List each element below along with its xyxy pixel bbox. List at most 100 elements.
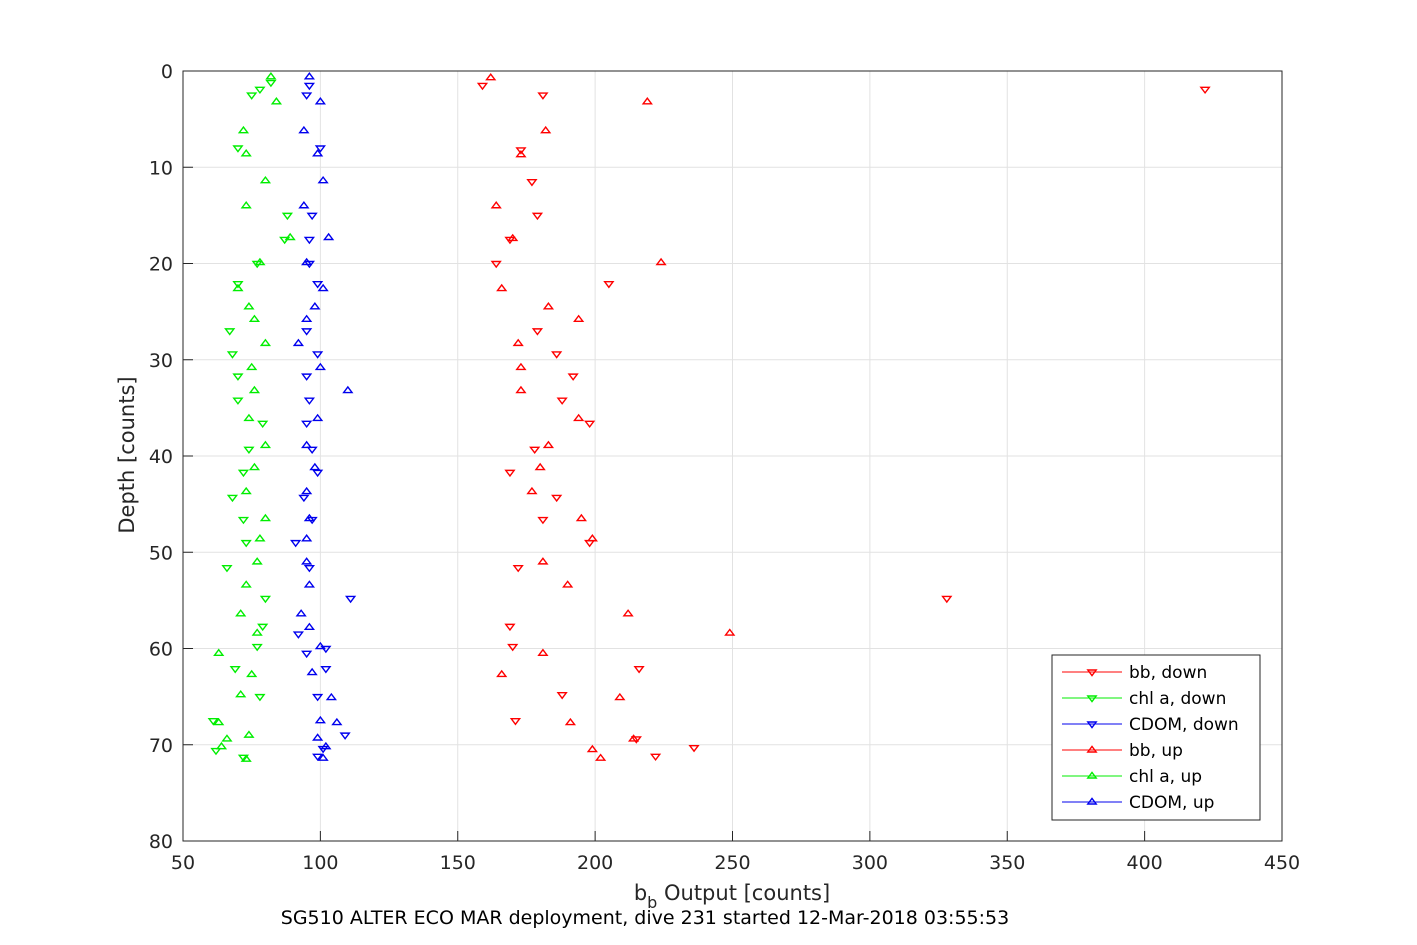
data-point (237, 469, 250, 478)
data-point (295, 609, 307, 617)
data-point (312, 351, 324, 359)
data-point (232, 145, 244, 153)
data-point (265, 72, 277, 80)
data-point (292, 338, 304, 347)
data-point (301, 92, 313, 100)
data-point (531, 328, 544, 336)
data-point (537, 92, 549, 100)
data-point (292, 631, 304, 639)
data-point (257, 623, 269, 632)
data-point (542, 440, 555, 449)
data-point (301, 314, 313, 323)
axis-ticks: 50 100 150 200 250 300 350 400 450 0 10 20 30 40 50 60 7… (149, 61, 1300, 874)
data-point (232, 281, 244, 289)
data-point (303, 397, 315, 405)
data-point (301, 257, 313, 266)
data-point (215, 741, 228, 750)
data-point (259, 513, 272, 522)
data-point (344, 595, 357, 604)
x-tick-label: 100 (302, 852, 338, 874)
data-point (603, 281, 615, 289)
legend-marker (1086, 745, 1098, 753)
x-tick-label: 450 (1264, 852, 1300, 874)
y-tick-label: 80 (149, 831, 173, 853)
data-point (251, 643, 263, 652)
data-point (306, 212, 318, 221)
data-point (509, 717, 522, 726)
data-point (213, 648, 225, 657)
data-point (240, 754, 252, 762)
data-point (586, 744, 598, 753)
data-point (320, 666, 332, 674)
data-point (232, 373, 244, 381)
data-point (312, 413, 324, 422)
y-axis-label: Depth [counts] (115, 376, 139, 533)
data-point (476, 82, 489, 91)
data-point (290, 539, 302, 548)
data-point (507, 233, 519, 242)
data-point (240, 149, 252, 157)
data-point (246, 362, 258, 371)
data-point (270, 97, 283, 105)
data-point (237, 125, 250, 134)
data-point (537, 557, 549, 565)
data-point (284, 232, 296, 241)
x-axis-label-subscript: b (647, 893, 657, 912)
data-point (515, 147, 527, 155)
data-point (301, 328, 313, 336)
data-point (496, 283, 508, 292)
data-point (254, 257, 266, 266)
data-point (237, 516, 250, 525)
data-point (342, 385, 354, 394)
data-point (301, 440, 313, 449)
data-point (306, 446, 318, 455)
data-point (303, 236, 315, 245)
data-point (248, 462, 261, 471)
series-1 (207, 79, 294, 763)
data-point (567, 373, 579, 381)
y-tick-label: 40 (149, 446, 173, 468)
y-tick-label: 70 (149, 735, 173, 757)
data-point (306, 667, 318, 676)
data-point (298, 200, 310, 209)
data-point (1199, 86, 1211, 95)
data-point (556, 397, 568, 405)
data-point (551, 351, 563, 359)
data-point (303, 72, 315, 80)
data-point (309, 462, 321, 471)
data-point (259, 595, 272, 604)
data-point (265, 79, 277, 88)
data-point (248, 385, 261, 394)
data-point (724, 628, 736, 636)
data-point (575, 513, 587, 522)
x-tick-label: 400 (1126, 852, 1162, 874)
legend-label: CDOM, down (1129, 715, 1239, 735)
data-point (314, 145, 326, 153)
y-tick-label: 50 (149, 542, 173, 564)
x-tick-label: 300 (852, 852, 888, 874)
data-point (688, 744, 700, 753)
data-point (551, 494, 563, 503)
data-point (303, 580, 315, 588)
data-point (314, 97, 326, 105)
data-point (490, 200, 502, 209)
data-point (301, 534, 313, 542)
data-point (515, 385, 527, 394)
data-point (573, 413, 585, 422)
x-axis-label-rest: Output [counts] (657, 881, 830, 905)
data-point (512, 338, 524, 347)
data-point (586, 534, 598, 542)
data-point (229, 666, 241, 674)
data-markers (207, 72, 1211, 763)
data-point (259, 338, 272, 347)
data-point (573, 314, 585, 323)
y-tick-label: 20 (149, 254, 173, 276)
x-axis-label: bb Output [counts] (634, 881, 830, 912)
data-point (641, 97, 653, 105)
data-point (507, 643, 519, 652)
data-point (251, 628, 263, 636)
y-tick-label: 10 (149, 157, 173, 179)
data-point (226, 351, 239, 359)
data-point (298, 125, 310, 134)
